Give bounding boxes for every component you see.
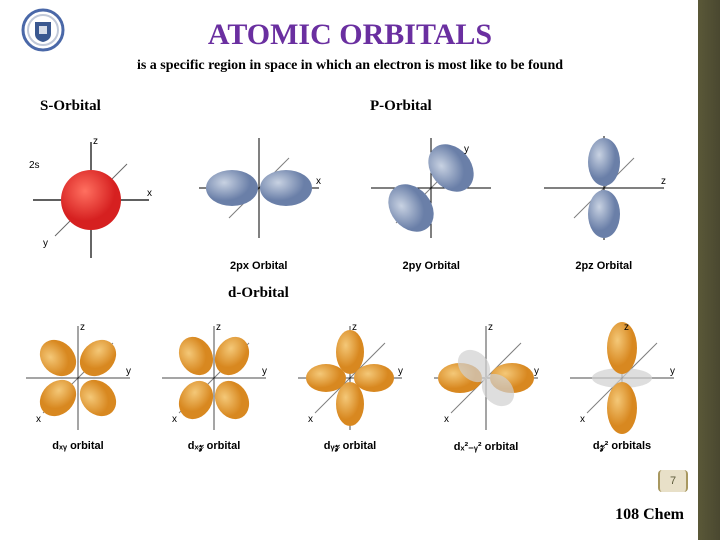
sidebar-stripe [698, 0, 720, 540]
footer-course-code: 108 Chem [615, 506, 684, 524]
slide-number-badge: 7 [658, 470, 688, 492]
svg-text:x: x [36, 414, 41, 425]
svg-text:z: z [80, 322, 85, 333]
d-orbital-dz2: z y x d𝓏² orbitals [562, 318, 682, 453]
svg-text:y: y [43, 238, 48, 249]
svg-text:x: x [172, 414, 177, 425]
slide-subtitle: is a specific region in space in which a… [0, 58, 700, 74]
d-orbital-dyz: z y x dᵧ𝓏 orbital [290, 318, 410, 453]
svg-text:z: z [93, 136, 98, 147]
slide-title: ATOMIC ORBITALS [0, 18, 700, 52]
svg-text:y: y [262, 366, 267, 377]
dxz-caption: dₓ𝓏 orbital [188, 440, 241, 453]
dx2y2-caption: dₓ²₋ᵧ² orbital [454, 440, 519, 453]
svg-text:x: x [147, 188, 152, 199]
svg-text:z: z [624, 322, 629, 333]
pz-caption: 2pz Orbital [575, 260, 632, 272]
px-lobe-left [206, 170, 258, 206]
p-orbital-label: P-Orbital [370, 98, 432, 115]
d-orbital-row: z y x dₓᵧ orbital z y x dₓ𝓏 orbital z [10, 310, 690, 460]
s-sphere [61, 170, 121, 230]
p-orbital-pz: z 2pz Orbital [529, 128, 679, 272]
svg-text:y: y [534, 366, 539, 377]
dyz-caption: dᵧ𝓏 orbital [324, 440, 377, 453]
svg-text:y: y [464, 144, 469, 155]
pz-lobe-top [588, 138, 620, 186]
shell-2s-label: 2s [29, 160, 40, 171]
top-orbital-row: 2s z x y x 2px Orbital [10, 120, 690, 280]
svg-text:x: x [316, 176, 321, 187]
p-orbital-px: x 2px Orbital [184, 128, 334, 272]
dz2-caption: d𝓏² orbitals [593, 440, 651, 453]
svg-text:y: y [670, 366, 675, 377]
px-caption: 2px Orbital [230, 260, 287, 272]
svg-text:y: y [126, 366, 131, 377]
px-lobe-right [260, 170, 312, 206]
svg-text:x: x [444, 414, 449, 425]
svg-text:x: x [308, 414, 313, 425]
d-orbital-label: d-Orbital [228, 285, 289, 302]
d-orbital-dxy: z y x dₓᵧ orbital [18, 318, 138, 452]
d-orbital-dx2y2: z y x dₓ²₋ᵧ² orbital [426, 318, 546, 453]
svg-text:y: y [398, 366, 403, 377]
svg-text:z: z [661, 176, 666, 187]
svg-text:z: z [352, 322, 357, 333]
p-orbital-py: y 2py Orbital [356, 128, 506, 272]
dxy-caption: dₓᵧ orbital [52, 440, 103, 452]
svg-text:z: z [216, 322, 221, 333]
svg-text:x: x [580, 414, 585, 425]
s-orbital-diagram: 2s z x y [21, 130, 161, 270]
d-orbital-dxz: z y x dₓ𝓏 orbital [154, 318, 274, 453]
pz-lobe-bottom [588, 190, 620, 238]
s-orbital-label: S-Orbital [40, 98, 101, 115]
svg-text:z: z [488, 322, 493, 333]
py-caption: 2py Orbital [403, 260, 460, 272]
